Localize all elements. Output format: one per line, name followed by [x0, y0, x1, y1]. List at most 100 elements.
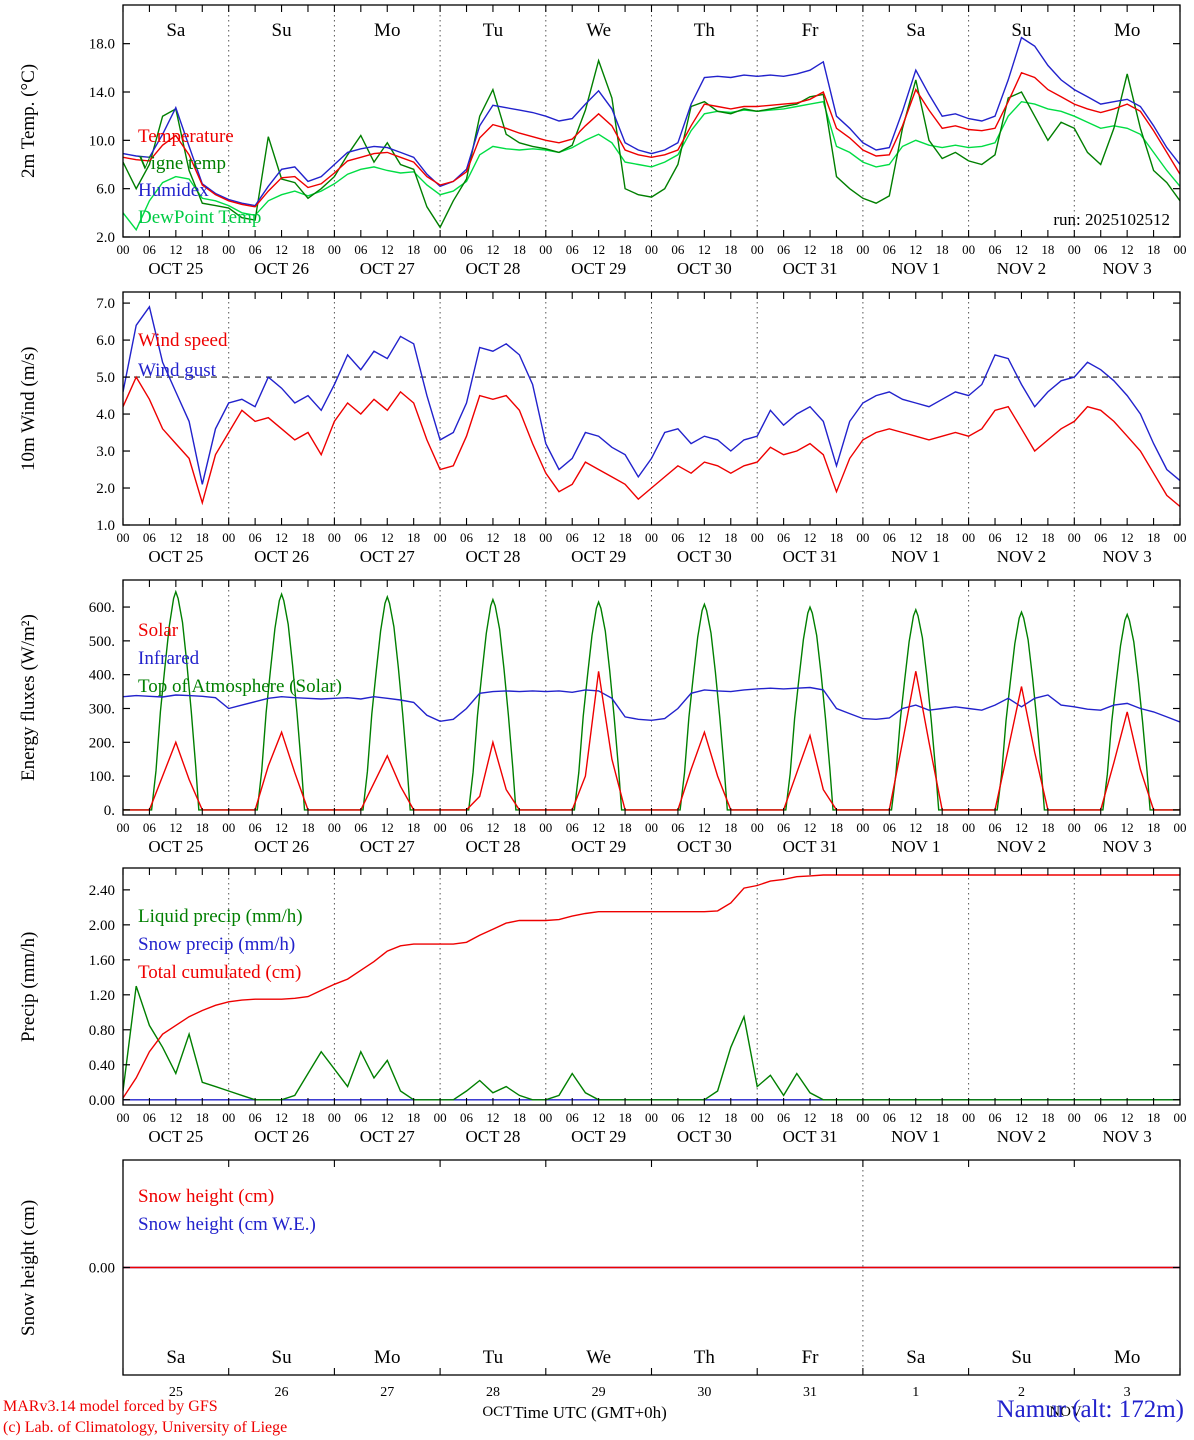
svg-text:00: 00: [645, 242, 658, 257]
svg-text:6.0: 6.0: [96, 182, 115, 198]
svg-text:OCT 30: OCT 30: [677, 547, 732, 566]
svg-text:12: 12: [804, 530, 817, 545]
svg-text:00: 00: [117, 1110, 130, 1125]
svg-text:06: 06: [460, 1110, 474, 1125]
svg-text:06: 06: [883, 820, 897, 835]
svg-text:00: 00: [434, 1110, 447, 1125]
svg-text:18: 18: [1147, 820, 1160, 835]
svg-text:18: 18: [301, 820, 314, 835]
svg-text:Sa: Sa: [906, 20, 926, 41]
svg-text:00: 00: [751, 820, 764, 835]
legend-dewpoint-temp: DewPoint Temp: [138, 207, 262, 228]
svg-text:18: 18: [196, 242, 209, 257]
svg-text:00: 00: [645, 1110, 658, 1125]
svg-text:12: 12: [169, 530, 182, 545]
svg-text:06: 06: [777, 530, 791, 545]
svg-text:12: 12: [1121, 1110, 1134, 1125]
energy-legend: Solar Infrared Top of Atmosphere (Solar): [138, 617, 342, 701]
svg-text:18: 18: [407, 242, 420, 257]
svg-text:0.: 0.: [104, 803, 115, 819]
svg-text:NOV 2: NOV 2: [997, 547, 1046, 566]
svg-text:18: 18: [407, 1110, 420, 1125]
svg-text:NOV 1: NOV 1: [891, 837, 940, 856]
svg-text:18: 18: [936, 1110, 949, 1125]
svg-text:06: 06: [883, 242, 897, 257]
svg-text:12: 12: [1015, 1110, 1028, 1125]
svg-text:06: 06: [777, 242, 791, 257]
svg-text:27: 27: [380, 1385, 394, 1400]
legend-temperature: Temperature: [138, 126, 234, 147]
svg-text:18: 18: [301, 530, 314, 545]
svg-text:300.: 300.: [89, 701, 115, 717]
svg-text:00: 00: [962, 530, 975, 545]
svg-text:00: 00: [222, 1110, 235, 1125]
svg-text:12: 12: [592, 530, 605, 545]
svg-text:00: 00: [1068, 820, 1081, 835]
svg-text:18: 18: [1041, 820, 1054, 835]
svg-text:00: 00: [222, 530, 235, 545]
svg-text:28: 28: [486, 1385, 500, 1400]
svg-text:12: 12: [169, 1110, 182, 1125]
legend-wind-speed: Wind speed: [138, 330, 228, 351]
svg-text:00: 00: [117, 820, 130, 835]
svg-text:OCT 30: OCT 30: [677, 259, 732, 278]
temperature-legend: Temperature Vigne temp Humidex DewPoint …: [138, 123, 261, 231]
svg-text:06: 06: [249, 820, 263, 835]
svg-text:OCT 25: OCT 25: [148, 837, 203, 856]
svg-text:NOV 3: NOV 3: [1103, 1127, 1152, 1146]
svg-text:18.0: 18.0: [89, 37, 115, 53]
legend-total-cumulated: Total cumulated (cm): [138, 962, 302, 983]
svg-text:Tu: Tu: [483, 20, 504, 41]
wind-legend: Wind speed Wind gust: [138, 326, 227, 386]
svg-text:12: 12: [698, 242, 711, 257]
svg-text:06: 06: [671, 1110, 685, 1125]
svg-text:OCT 29: OCT 29: [571, 1127, 626, 1146]
svg-text:12: 12: [275, 820, 288, 835]
svg-text:7.0: 7.0: [96, 296, 115, 312]
svg-text:00: 00: [856, 1110, 869, 1125]
svg-text:12: 12: [169, 820, 182, 835]
svg-text:00: 00: [645, 530, 658, 545]
svg-text:Fr: Fr: [802, 1347, 820, 1368]
svg-text:06: 06: [354, 530, 368, 545]
svg-text:Su: Su: [1011, 20, 1032, 41]
svg-text:12: 12: [1121, 820, 1134, 835]
svg-text:00: 00: [328, 242, 341, 257]
svg-text:0.80: 0.80: [89, 1023, 115, 1039]
svg-text:00: 00: [222, 820, 235, 835]
legend-snow-height: Snow height (cm): [138, 1186, 275, 1207]
y-axis-label-temperature: 2m Temp. (°C): [18, 63, 39, 179]
svg-text:00: 00: [1068, 530, 1081, 545]
svg-text:18: 18: [830, 530, 843, 545]
svg-text:06: 06: [249, 530, 263, 545]
svg-text:06: 06: [777, 820, 791, 835]
svg-text:1.0: 1.0: [96, 518, 115, 534]
svg-text:18: 18: [301, 1110, 314, 1125]
svg-text:NOV 3: NOV 3: [1103, 259, 1152, 278]
svg-text:OCT 31: OCT 31: [783, 1127, 838, 1146]
legend-wind-gust: Wind gust: [138, 360, 216, 381]
svg-text:12: 12: [275, 242, 288, 257]
svg-text:We: We: [586, 20, 611, 41]
svg-text:06: 06: [566, 530, 580, 545]
svg-text:18: 18: [1041, 530, 1054, 545]
svg-text:31: 31: [803, 1385, 817, 1400]
svg-text:12: 12: [381, 820, 394, 835]
svg-text:Mo: Mo: [374, 1347, 400, 1368]
svg-text:2.00: 2.00: [89, 918, 115, 934]
svg-text:0.00: 0.00: [89, 1261, 115, 1277]
svg-text:06: 06: [460, 820, 474, 835]
svg-text:NOV 1: NOV 1: [891, 259, 940, 278]
legend-humidex: Humidex: [138, 180, 209, 201]
svg-text:00: 00: [328, 820, 341, 835]
svg-text:OCT 31: OCT 31: [783, 547, 838, 566]
svg-text:OCT 29: OCT 29: [571, 259, 626, 278]
svg-text:00: 00: [222, 242, 235, 257]
svg-text:Mo: Mo: [1114, 20, 1140, 41]
svg-text:18: 18: [196, 530, 209, 545]
svg-text:Mo: Mo: [1114, 1347, 1140, 1368]
svg-text:06: 06: [354, 1110, 368, 1125]
svg-text:18: 18: [724, 820, 737, 835]
svg-text:06: 06: [566, 820, 580, 835]
svg-text:29: 29: [592, 1385, 606, 1400]
